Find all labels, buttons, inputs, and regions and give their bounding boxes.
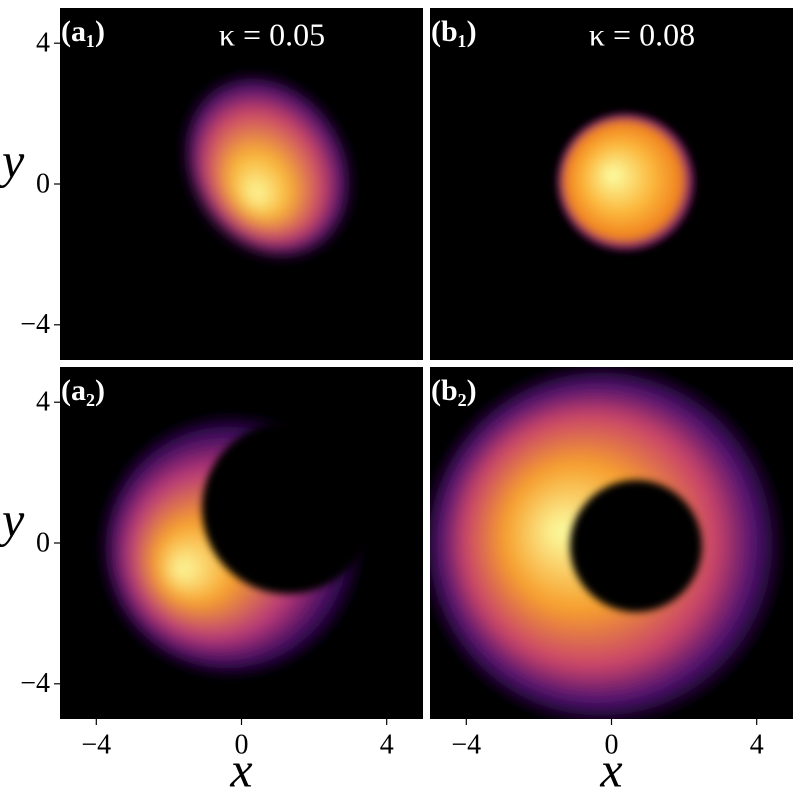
y-axis-label: y xyxy=(0,491,25,547)
panel-b1 xyxy=(430,8,793,360)
y-axis-label: y xyxy=(0,132,25,188)
y-tick-label: −4 xyxy=(20,668,50,699)
panel-a2 xyxy=(60,367,423,719)
x-tick-label: 4 xyxy=(750,729,764,760)
y-tick-label: −4 xyxy=(20,309,50,340)
y-tick-label: 4 xyxy=(36,387,50,418)
x-tick-label: −4 xyxy=(81,729,111,760)
y-tick-label: 0 xyxy=(36,527,50,558)
panel-label: (a₁) xyxy=(61,15,105,48)
panel-title: κ = 0.08 xyxy=(589,16,695,52)
panel-label: (a₂) xyxy=(61,374,105,407)
x-axis-label: x xyxy=(599,741,622,797)
y-tick-label: 0 xyxy=(36,168,50,199)
panel-label: (b₁) xyxy=(431,15,477,48)
panel-a1 xyxy=(60,8,423,360)
hole xyxy=(202,422,374,594)
panel-b2 xyxy=(430,367,793,719)
hole xyxy=(570,480,702,612)
x-tick-label: 4 xyxy=(380,729,394,760)
x-tick-label: 0 xyxy=(605,729,619,760)
x-tick-label: −4 xyxy=(451,729,481,760)
density xyxy=(184,74,352,258)
panel-title: κ = 0.05 xyxy=(219,16,325,52)
density xyxy=(556,112,696,252)
panel-label: (b₂) xyxy=(431,374,477,407)
x-axis-label: x xyxy=(229,741,252,797)
y-tick-label: 4 xyxy=(36,28,50,59)
x-tick-label: 0 xyxy=(235,729,249,760)
